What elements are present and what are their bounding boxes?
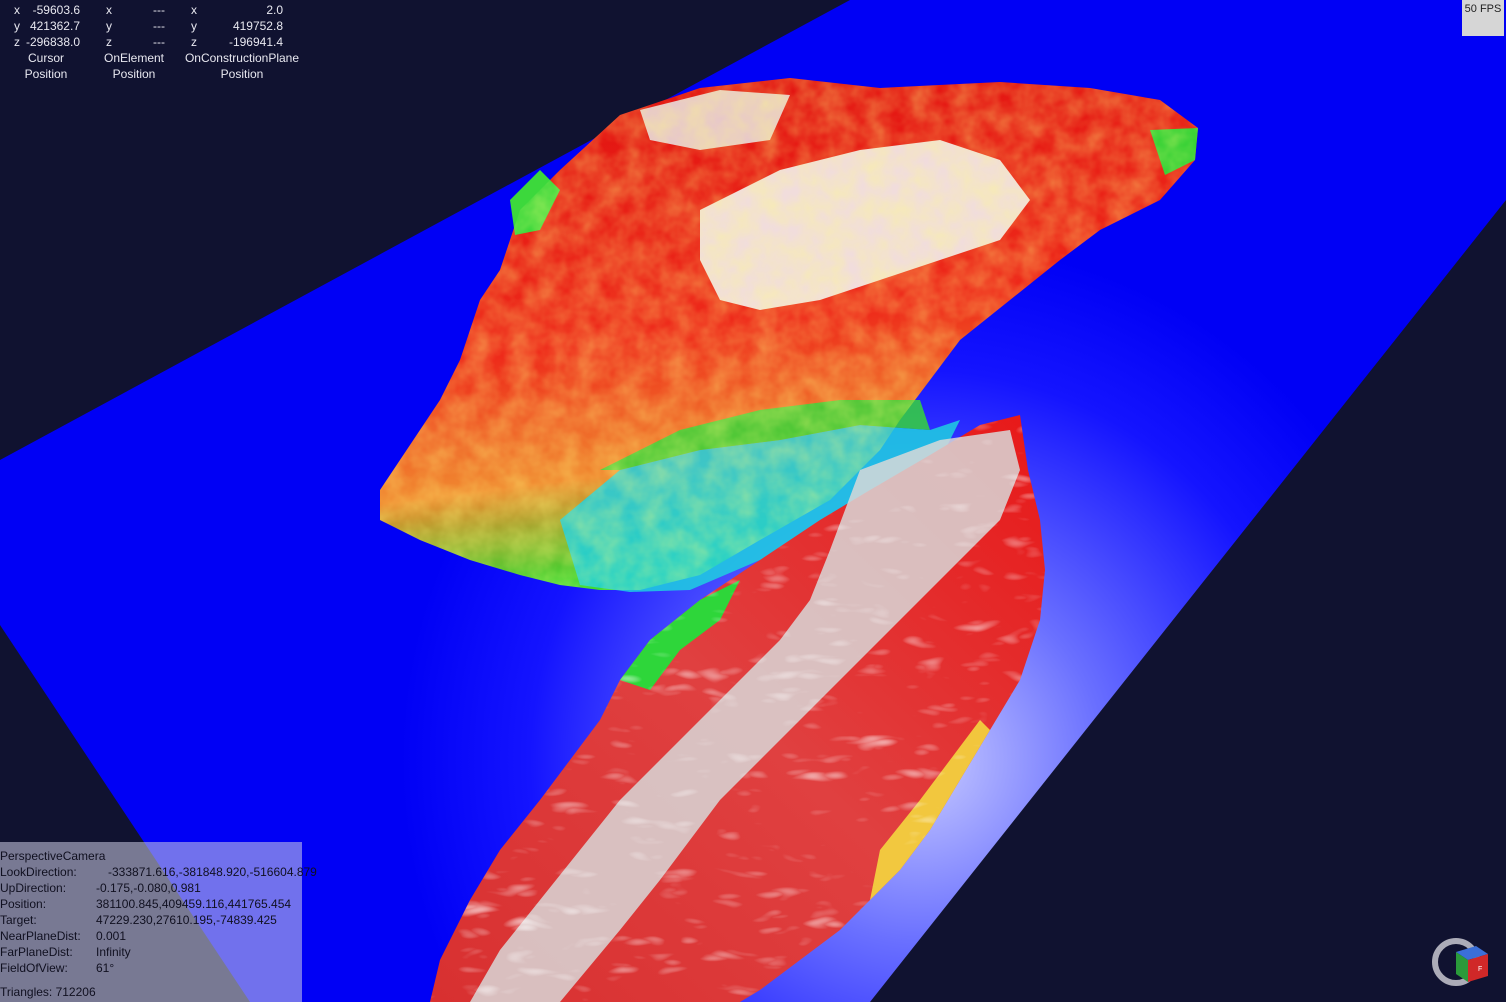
cursor-x-value: -59603.6 [32, 3, 80, 17]
on-element-position-caption: OnElement Position [103, 51, 165, 81]
camera-up-direction: UpDirection: -0.175,-0.080,0.981 [0, 881, 201, 895]
on-construction-plane-position-caption: OnConstructionPlane Position [184, 51, 300, 81]
axis-label: x [191, 3, 197, 17]
view-cube-icon[interactable]: F [1430, 930, 1490, 990]
on-element-z-value: --- [153, 35, 165, 49]
cursor-position-readout: x -59603.6 y 421362.7 z -296838.0 Cursor… [0, 0, 310, 86]
camera-look-direction: LookDirection: -333871.616,-381848.920,-… [0, 865, 317, 879]
axis-label: z [14, 35, 20, 49]
terrain-south-island [430, 415, 1045, 1002]
svg-text:F: F [1478, 966, 1482, 973]
axis-label: y [14, 19, 20, 33]
construction-plane-y-value: 419752.8 [232, 19, 283, 33]
terrain-north-island [380, 78, 1198, 592]
on-element-x-value: --- [153, 3, 165, 17]
axis-label: x [106, 3, 112, 17]
fps-counter: 50 FPS [1462, 0, 1504, 36]
axis-label: y [191, 19, 197, 33]
cursor-y-value: 421362.7 [29, 19, 80, 33]
camera-position: Position: 381100.845,409459.116,441765.4… [0, 897, 292, 911]
axis-label: z [106, 35, 112, 49]
cursor-z-value: -296838.0 [25, 35, 80, 49]
on-element-y-value: --- [153, 19, 165, 33]
construction-plane-z-value: -196941.4 [228, 35, 283, 49]
camera-info-panel: PerspectiveCamera LookDirection: -333871… [0, 842, 317, 1002]
cursor-position-column: x -59603.6 y 421362.7 z -296838.0 [0, 2, 100, 50]
camera-target: Target: 47229.230,27610.195,-74839.425 [0, 913, 277, 927]
camera-field-of-view: FieldOfView: 61° [0, 961, 115, 975]
camera-near-plane-dist: NearPlaneDist: 0.001 [0, 929, 127, 943]
axis-label: y [106, 19, 112, 33]
camera-far-plane-dist: FarPlaneDist: Infinity [0, 945, 131, 959]
cursor-position-caption: Cursor Position [24, 51, 68, 81]
construction-plane-x-value: 2.0 [266, 3, 283, 17]
on-construction-plane-position-column: x 2.0 y 419752.8 z -196941.4 [185, 2, 295, 50]
axis-label: x [14, 3, 20, 17]
camera-type-title: PerspectiveCamera [0, 849, 106, 863]
triangle-count: Triangles: 712206 [0, 985, 96, 999]
axis-label: z [191, 35, 197, 49]
on-element-position-column: x --- y --- z --- [100, 2, 180, 50]
